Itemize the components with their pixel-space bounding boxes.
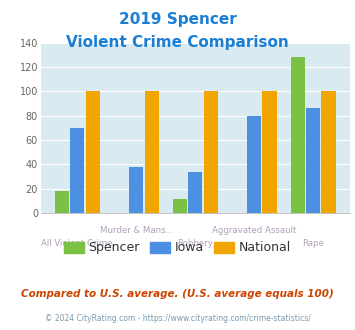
Text: Violent Crime Comparison: Violent Crime Comparison bbox=[66, 35, 289, 50]
Bar bbox=[144, 91, 159, 213]
Bar bbox=[188, 172, 202, 213]
Bar bbox=[173, 200, 187, 213]
Bar bbox=[70, 128, 84, 213]
Text: Aggravated Assault: Aggravated Assault bbox=[212, 226, 296, 235]
Bar bbox=[247, 116, 261, 213]
Bar bbox=[306, 109, 320, 213]
Bar bbox=[129, 167, 143, 213]
Bar bbox=[291, 57, 305, 213]
Text: Robbery: Robbery bbox=[177, 239, 213, 248]
Text: Compared to U.S. average. (U.S. average equals 100): Compared to U.S. average. (U.S. average … bbox=[21, 289, 334, 299]
Text: All Violent Crime: All Violent Crime bbox=[42, 239, 113, 248]
Text: 2019 Spencer: 2019 Spencer bbox=[119, 12, 236, 26]
Bar bbox=[262, 91, 277, 213]
Legend: Spencer, Iowa, National: Spencer, Iowa, National bbox=[59, 236, 296, 259]
Bar bbox=[55, 191, 69, 213]
Bar bbox=[203, 91, 218, 213]
Text: Rape: Rape bbox=[302, 239, 324, 248]
Bar bbox=[86, 91, 100, 213]
Bar bbox=[322, 91, 335, 213]
Text: Murder & Mans...: Murder & Mans... bbox=[99, 226, 173, 235]
Text: © 2024 CityRating.com - https://www.cityrating.com/crime-statistics/: © 2024 CityRating.com - https://www.city… bbox=[45, 314, 310, 323]
